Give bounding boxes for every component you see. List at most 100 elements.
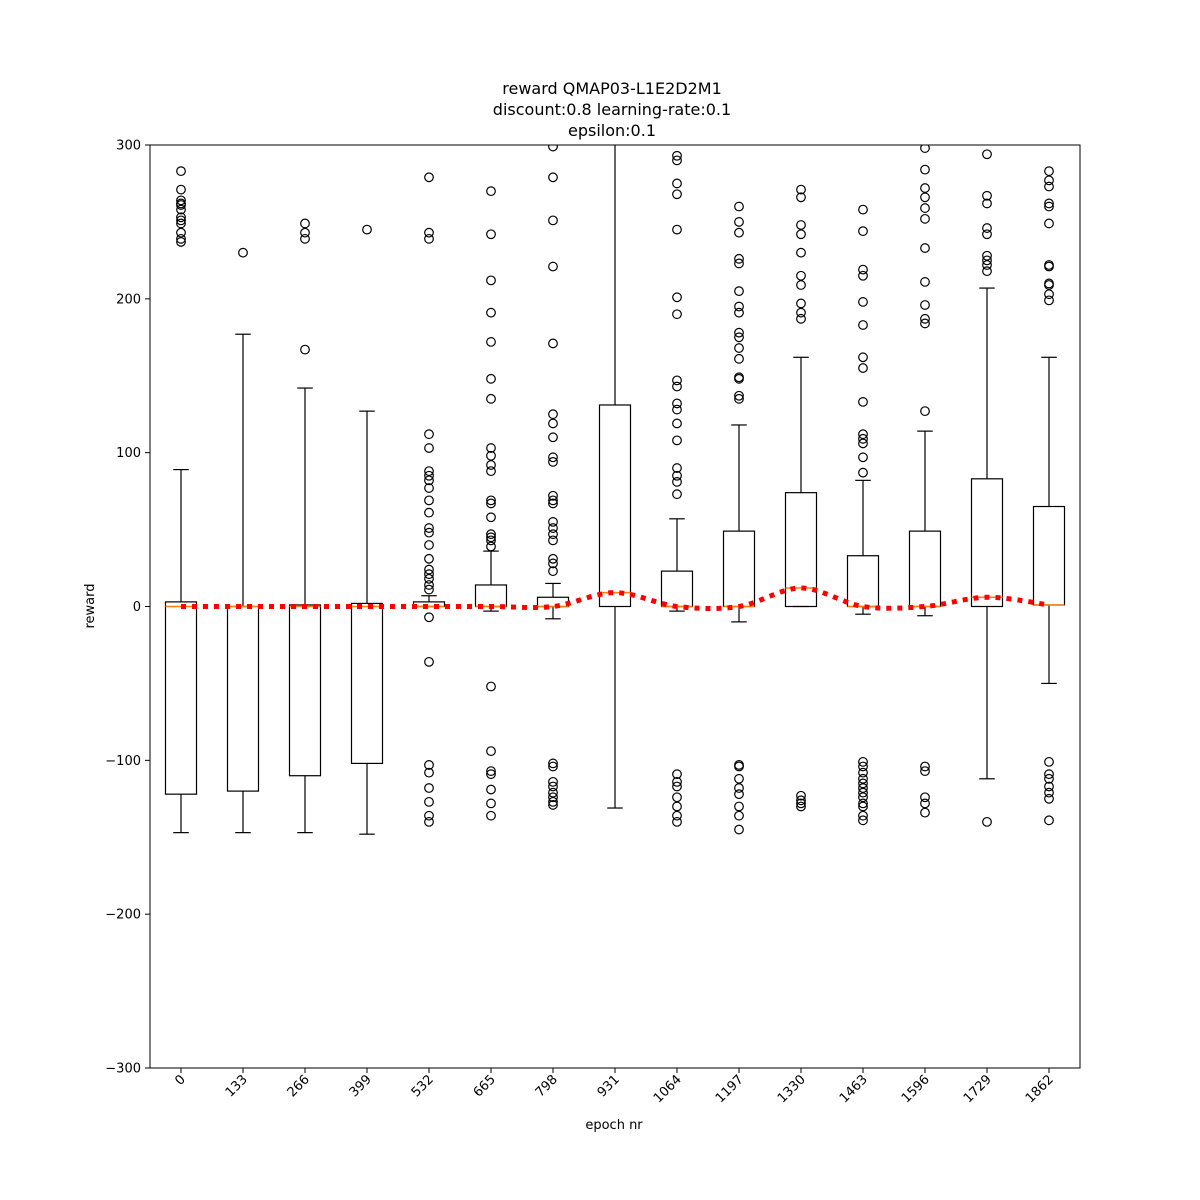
outlier-point: [424, 564, 434, 575]
outlier-point: [424, 523, 434, 533]
y-tick-label: 200: [116, 292, 141, 307]
outlier-point: [424, 612, 434, 623]
outlier-point: [734, 201, 744, 212]
outlier-point: [1044, 198, 1054, 209]
outlier-point: [672, 178, 682, 189]
outlier-point: [796, 192, 806, 203]
outlier-point: [1044, 781, 1054, 792]
outlier-point: [424, 580, 434, 590]
outlier-point: [1044, 201, 1054, 212]
x-tick-label: 931: [595, 1072, 623, 1100]
outlier-point: [300, 344, 310, 355]
outlier-point: [424, 816, 434, 827]
outlier-point: [858, 783, 868, 793]
outlier-point: [672, 189, 682, 200]
box-iqr: [784, 492, 818, 608]
outlier-point: [920, 183, 930, 193]
outlier-point: [734, 343, 744, 353]
outlier-point: [548, 215, 558, 226]
outlier-point: [858, 801, 868, 812]
outlier-point: [424, 429, 434, 440]
outlier-point: [486, 393, 496, 404]
outlier-point: [734, 390, 744, 401]
x-tick-label: 532: [409, 1072, 437, 1100]
box-iqr: [1032, 505, 1066, 606]
outlier-point: [920, 798, 930, 809]
x-tick-label: 1064: [651, 1072, 685, 1106]
box-iqr: [536, 596, 570, 608]
outlier-point: [362, 224, 372, 235]
outlier-point: [1044, 181, 1054, 192]
outlier-point: [920, 300, 930, 310]
outlier-point: [858, 204, 868, 215]
outlier-point: [796, 229, 806, 240]
outlier-point: [672, 816, 682, 827]
outlier-point: [858, 773, 868, 784]
outlier-point: [424, 495, 434, 506]
outlier-point: [424, 540, 434, 550]
outlier-point: [796, 801, 806, 812]
y-tick-label: −100: [105, 754, 141, 769]
outlier-point: [486, 495, 496, 506]
outlier-point: [1044, 289, 1054, 300]
box-iqr: [350, 602, 384, 765]
outlier-point: [858, 767, 868, 778]
outlier-point: [734, 789, 744, 800]
x-tick-label: 1463: [837, 1072, 871, 1106]
outlier-point: [672, 810, 682, 821]
y-tick-label: 0: [133, 600, 141, 615]
outlier-point: [982, 260, 992, 270]
outlier-point: [176, 227, 186, 238]
y-tick-label: −200: [105, 908, 141, 923]
outlier-point: [858, 438, 868, 449]
outlier-point: [548, 172, 558, 183]
outlier-point: [734, 761, 744, 772]
outlier-point: [734, 301, 744, 312]
outlier-point: [486, 769, 496, 780]
outlier-point: [176, 200, 186, 210]
outlier-point: [796, 220, 806, 230]
outlier-point: [424, 483, 434, 493]
outlier-point: [672, 224, 682, 235]
outlier-point: [424, 227, 434, 238]
outlier-point: [920, 213, 930, 224]
outlier-point: [486, 466, 496, 477]
outlier-point: [424, 573, 434, 584]
outlier-point: [424, 466, 434, 477]
outlier-point: [858, 433, 868, 444]
outlier-point: [1044, 175, 1054, 186]
outlier-point: [1044, 773, 1054, 784]
outlier-point: [672, 375, 682, 386]
outlier-point: [486, 784, 496, 795]
outlier-point: [982, 266, 992, 277]
outlier-point: [424, 172, 434, 183]
chart-title-line-2: discount:0.8 learning-rate:0.1: [493, 100, 731, 119]
outlier-point: [858, 787, 868, 798]
outlier-point: [734, 217, 744, 227]
outlier-point: [920, 164, 930, 175]
outlier-point: [982, 229, 992, 240]
chart-title-line-1: reward QMAP03-L1E2D2M1: [502, 79, 722, 98]
outlier-point: [858, 452, 868, 463]
outlier-point: [424, 507, 434, 518]
outlier-point: [734, 227, 744, 238]
outlier-point: [982, 198, 992, 209]
outlier-point: [486, 443, 496, 453]
x-tick-label: 399: [347, 1072, 375, 1100]
outlier-point: [548, 490, 558, 501]
outlier-point: [982, 223, 992, 233]
outlier-point: [796, 798, 806, 809]
outlier-point: [672, 776, 682, 787]
outlier-point: [858, 778, 868, 789]
outlier-point: [672, 801, 682, 812]
outlier-point: [548, 529, 558, 540]
outlier-point: [672, 792, 682, 803]
outlier-point: [424, 760, 434, 770]
outlier-point: [672, 155, 682, 166]
outlier-point: [858, 429, 868, 440]
chart-title-line-3: epsilon:0.1: [568, 121, 656, 140]
outlier-point: [858, 363, 868, 373]
outlier-point: [486, 307, 496, 318]
outlier-point: [424, 475, 434, 486]
outlier-point: [548, 535, 558, 546]
